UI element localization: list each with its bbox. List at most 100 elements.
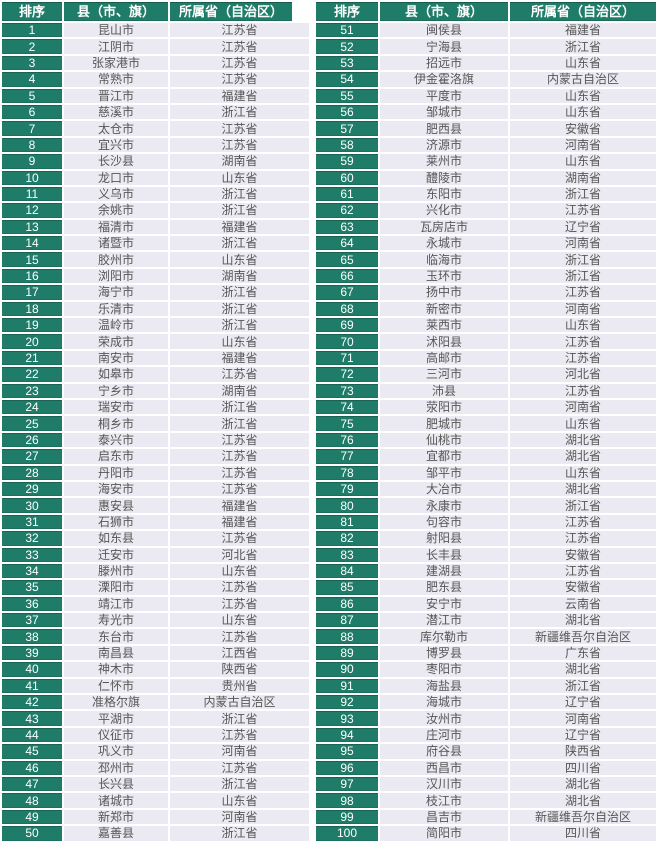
table-row: 41 仁怀市 贵州省 [2, 678, 309, 694]
province-cell: 湖北省 [510, 613, 656, 628]
table-row: 33 迁安市 河北省 [2, 547, 309, 562]
table-row: 29 海安市 江苏省 [2, 481, 309, 497]
province-cell: 广东省 [510, 645, 656, 661]
rank-cell: 98 [316, 793, 378, 808]
rank-cell: 69 [316, 318, 378, 333]
county-cell: 昆山市 [64, 23, 168, 38]
table-row: 10 龙口市 山东省 [2, 170, 309, 185]
county-cell: 平湖市 [64, 711, 168, 726]
rank-cell: 48 [2, 793, 62, 808]
rank-cell: 24 [2, 399, 62, 415]
province-cell: 山东省 [170, 170, 309, 185]
rank-cell: 4 [2, 72, 62, 87]
rank-cell: 29 [2, 481, 62, 497]
county-cell: 永城市 [380, 236, 508, 251]
rank-cell: 27 [2, 449, 62, 464]
table-row: 37 寿光市 山东省 [2, 613, 309, 628]
province-cell: 山东省 [510, 104, 656, 120]
rank-cell: 67 [316, 285, 378, 300]
county-cell: 海盐县 [380, 678, 508, 694]
table-row: 96 西昌市 四川省 [316, 760, 656, 775]
province-cell: 江苏省 [170, 580, 309, 595]
province-cell: 陕西省 [170, 662, 309, 677]
county-cell: 诸城市 [64, 793, 168, 808]
rank-cell: 84 [316, 563, 378, 579]
rank-cell: 25 [2, 416, 62, 431]
province-cell: 浙江省 [170, 301, 309, 317]
county-cell: 溧阳市 [64, 580, 168, 595]
province-cell: 山东省 [170, 613, 309, 628]
province-cell: 浙江省 [170, 776, 309, 792]
table-row: 98 枝江市 湖北省 [316, 793, 656, 808]
table-row: 81 句容市 江苏省 [316, 514, 656, 530]
table-row: 21 南安市 福建省 [2, 350, 309, 366]
rank-cell: 13 [2, 219, 62, 235]
table-row: 69 莱西市 山东省 [316, 318, 656, 333]
province-cell: 安徽省 [510, 121, 656, 136]
county-cell: 巩义市 [64, 744, 168, 759]
table-row: 73 沛县 江苏省 [316, 383, 656, 398]
rank-cell: 61 [316, 186, 378, 202]
province-cell: 新疆维吾尔自治区 [510, 629, 656, 644]
province-cell: 江苏省 [170, 367, 309, 382]
province-cell: 湖北省 [510, 432, 656, 448]
table-row: 14 诸暨市 浙江省 [2, 236, 309, 251]
table-row: 77 宜都市 湖北省 [316, 449, 656, 464]
county-cell: 乐清市 [64, 301, 168, 317]
rank-cell: 12 [2, 203, 62, 218]
rank-cell: 37 [2, 613, 62, 628]
province-cell: 河南省 [510, 711, 656, 726]
table-row: 86 安宁市 云南省 [316, 596, 656, 612]
rank-cell: 77 [316, 449, 378, 464]
province-cell: 江苏省 [510, 203, 656, 218]
province-cell: 江苏省 [170, 760, 309, 775]
county-cell: 扬中市 [380, 285, 508, 300]
county-cell: 莱西市 [380, 318, 508, 333]
table-row: 94 庄河市 辽宁省 [316, 727, 656, 743]
rank-cell: 56 [316, 104, 378, 120]
province-cell: 江苏省 [170, 432, 309, 448]
table-row: 36 靖江市 江苏省 [2, 596, 309, 612]
rank-cell: 91 [316, 678, 378, 694]
county-cell: 高邮市 [380, 350, 508, 366]
county-cell: 句容市 [380, 514, 508, 530]
province-cell: 浙江省 [170, 826, 309, 841]
county-cell: 泰兴市 [64, 432, 168, 448]
county-cell: 惠安县 [64, 498, 168, 513]
table-row: 13 福清市 福建省 [2, 219, 309, 235]
county-cell: 如皋市 [64, 367, 168, 382]
table-row: 93 汝州市 河南省 [316, 711, 656, 726]
county-cell: 靖江市 [64, 596, 168, 612]
province-cell: 浙江省 [170, 236, 309, 251]
county-cell: 肥城市 [380, 416, 508, 431]
table-row: 76 仙桃市 湖北省 [316, 432, 656, 448]
table-row: 53 招远市 山东省 [316, 55, 656, 71]
rank-cell: 96 [316, 760, 378, 775]
table-row: 99 昌吉市 新疆维吾尔自治区 [316, 809, 656, 825]
province-cell: 河南省 [510, 236, 656, 251]
province-cell: 江苏省 [170, 39, 309, 54]
province-cell: 江苏省 [170, 465, 309, 480]
table-row: 45 巩义市 河南省 [2, 744, 309, 759]
province-cell: 辽宁省 [510, 219, 656, 235]
table-row: 64 永城市 河南省 [316, 236, 656, 251]
county-cell: 沛县 [380, 383, 508, 398]
table-row: 48 诸城市 山东省 [2, 793, 309, 808]
province-cell: 山东省 [170, 563, 309, 579]
province-cell: 山东省 [170, 334, 309, 349]
table-row: 26 泰兴市 江苏省 [2, 432, 309, 448]
rank-cell: 87 [316, 613, 378, 628]
table-row: 66 玉环市 浙江省 [316, 268, 656, 284]
rank-cell: 40 [2, 662, 62, 677]
province-cell: 辽宁省 [510, 727, 656, 743]
rank-cell: 95 [316, 744, 378, 759]
county-cell: 宁乡市 [64, 383, 168, 398]
county-cell: 荣成市 [64, 334, 168, 349]
county-cell: 宁海县 [380, 39, 508, 54]
table-row: 35 溧阳市 江苏省 [2, 580, 309, 595]
county-cell: 江阴市 [64, 39, 168, 54]
table-row: 89 博罗县 广东省 [316, 645, 656, 661]
table-row: 9 长沙县 湖南省 [2, 154, 309, 169]
table-row: 32 如东县 江苏省 [2, 531, 309, 546]
table-row: 38 东台市 江苏省 [2, 629, 309, 644]
